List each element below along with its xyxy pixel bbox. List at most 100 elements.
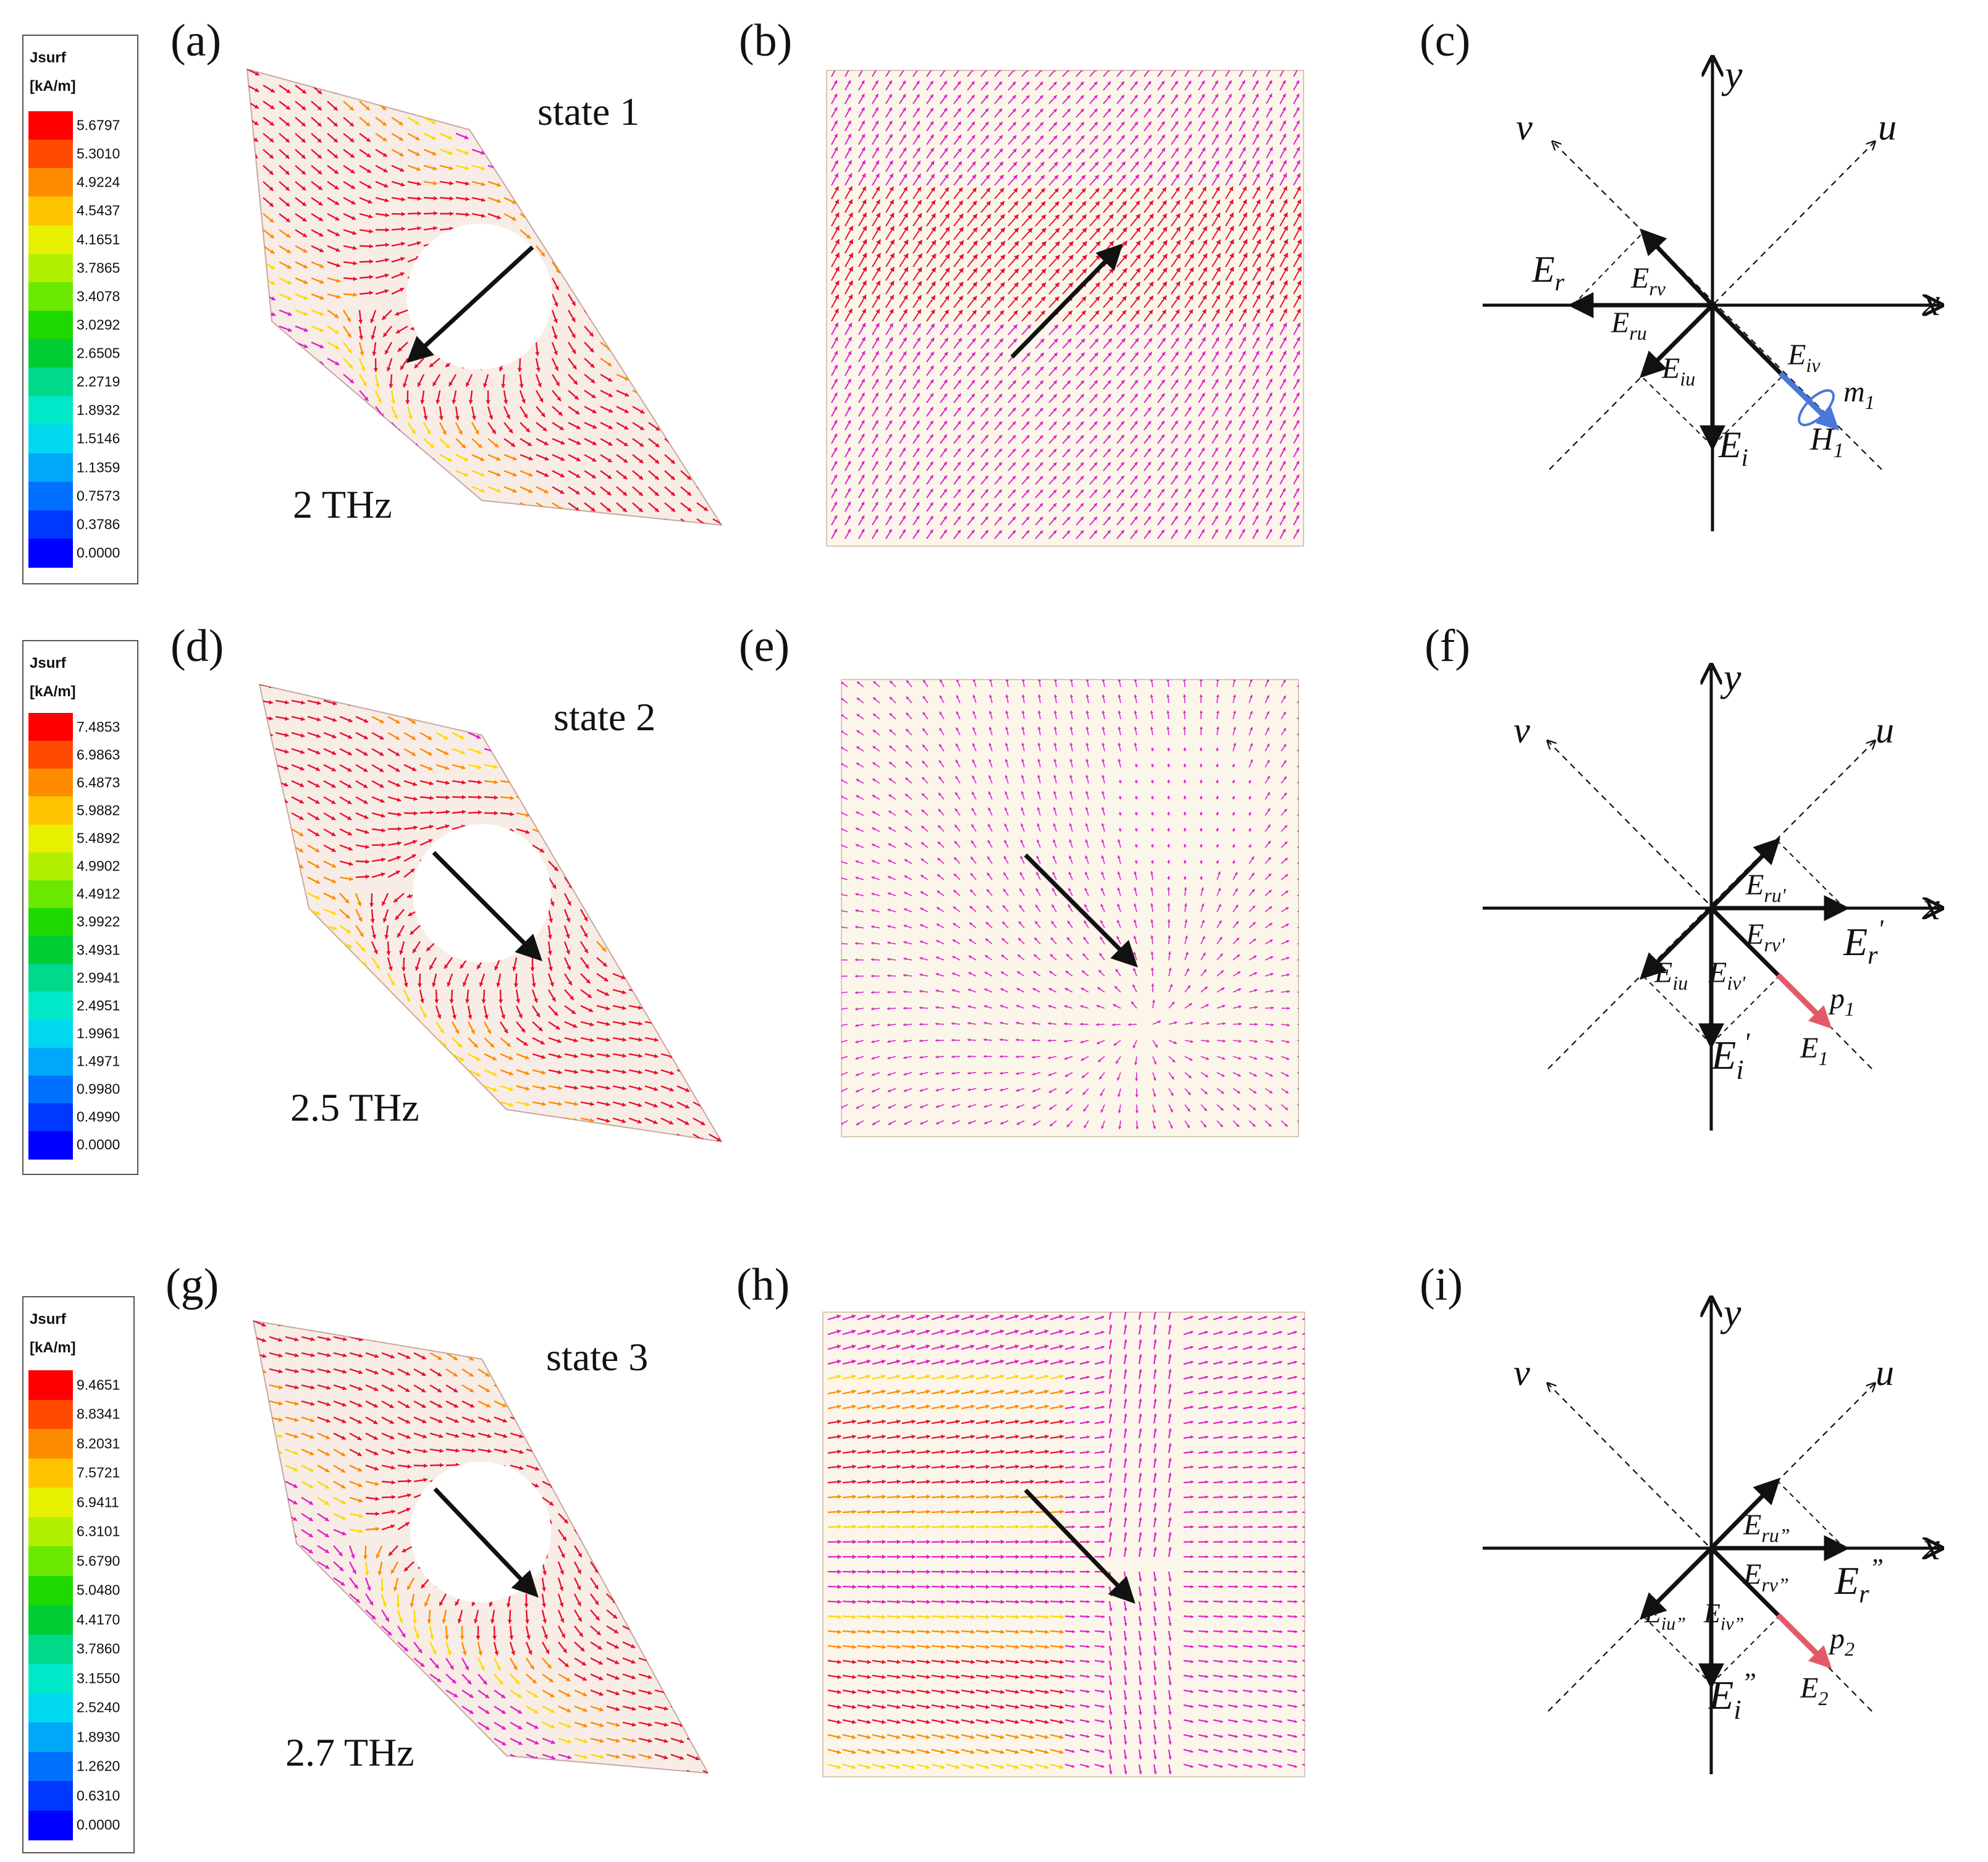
field-arrowhead <box>685 878 690 883</box>
colorbar-block <box>28 1751 73 1782</box>
field-arrow <box>584 518 596 525</box>
field-arrowhead <box>583 1467 588 1472</box>
field-arrowhead <box>350 491 355 495</box>
field-arrowhead <box>287 392 292 397</box>
field-arrowhead <box>434 999 439 1003</box>
field-arrowhead <box>318 394 323 398</box>
field-arrowhead <box>383 332 388 337</box>
field-arrowhead <box>271 343 276 348</box>
field-arrow <box>632 117 644 127</box>
field-arrowhead <box>718 925 722 930</box>
field-arrowhead <box>575 490 580 494</box>
field-arrowhead <box>622 154 627 159</box>
field-arrow <box>664 69 676 78</box>
field-arrowhead <box>673 263 678 268</box>
colorbar-tick-label: 2.5240 <box>77 1699 120 1716</box>
field-arrow <box>259 940 272 948</box>
field-arrowhead <box>485 1356 490 1361</box>
field-arrowhead <box>336 278 341 283</box>
field-arrow <box>375 85 387 95</box>
panel-label-g: (g) <box>166 1260 219 1310</box>
field-arrow <box>263 486 274 496</box>
field-arrowhead <box>380 1022 385 1027</box>
field-arrowhead <box>385 258 389 263</box>
field-arrowhead <box>525 428 530 432</box>
field-arrowhead <box>260 1597 265 1601</box>
field-arrowhead <box>397 933 402 938</box>
field-arrowhead <box>573 380 578 385</box>
field-arrow <box>391 438 403 448</box>
field-arrow <box>568 100 581 108</box>
field-arrowhead <box>268 765 273 770</box>
field-arrow <box>600 277 612 288</box>
field-arrow <box>709 1069 722 1077</box>
field-arrowhead <box>621 765 626 770</box>
field-arrowhead <box>512 488 517 493</box>
field-arrow <box>339 1069 353 1076</box>
field-arrowhead <box>319 248 324 253</box>
field-arrowhead <box>525 829 530 834</box>
field-arrowhead <box>560 440 565 445</box>
field-arrowhead <box>471 415 476 420</box>
field-arrow <box>696 374 709 383</box>
field-arrowhead <box>639 426 644 430</box>
current-map-a <box>246 68 723 526</box>
field-arrow <box>660 876 674 884</box>
field-arrowhead <box>449 999 454 1003</box>
field-arrowhead <box>604 815 609 820</box>
field-arrowhead <box>465 1666 469 1670</box>
field-arrow <box>552 148 565 158</box>
field-arrow <box>686 1448 699 1457</box>
field-arrowhead <box>283 815 288 820</box>
colorbar-block <box>28 368 73 397</box>
field-arrow <box>686 1577 700 1585</box>
field-arrowhead <box>596 1518 601 1523</box>
field-arrowhead <box>395 1072 400 1077</box>
field-arrowhead <box>332 734 337 739</box>
field-arrowhead <box>301 1005 305 1010</box>
field-arrowhead <box>540 1040 545 1045</box>
field-arrowhead <box>550 1386 555 1391</box>
field-arrow <box>311 438 322 448</box>
field-arrow <box>333 1593 347 1600</box>
field-arrowhead <box>255 424 259 429</box>
field-arrowhead <box>447 88 452 93</box>
field-arrow <box>632 181 644 192</box>
field-arrowhead <box>550 1339 555 1344</box>
field-arrowhead <box>679 1435 684 1439</box>
field-arrowhead <box>554 1011 558 1016</box>
colorbar-d: Jsurf [kA/m] 7.4853 6.9863 6.4873 5.9882 5.4… <box>22 640 138 1175</box>
field-arrowhead <box>407 1478 411 1484</box>
field-arrowhead <box>680 1642 684 1647</box>
field-arrow <box>660 1005 675 1009</box>
field-arrowhead <box>705 231 710 236</box>
field-arrowhead <box>623 105 628 109</box>
field-arrowhead <box>439 1463 444 1468</box>
field-arrowhead <box>547 935 552 939</box>
field-arrowhead <box>550 1402 555 1407</box>
field-arrow <box>317 1657 331 1662</box>
field-arrow <box>548 780 562 785</box>
field-arrow <box>253 1641 266 1649</box>
field-arrowhead <box>332 1021 337 1026</box>
field-arrowhead <box>422 1419 427 1423</box>
field-arrowhead <box>662 1549 667 1553</box>
field-arrowhead <box>496 135 501 140</box>
field-arrowhead <box>431 135 436 140</box>
field-arrowhead <box>589 798 594 803</box>
field-arrowhead <box>702 122 707 127</box>
field-arrowhead <box>583 1354 588 1359</box>
field-arrowhead <box>631 1384 636 1390</box>
field-arrowhead <box>678 1485 683 1489</box>
field-arrow <box>612 685 626 688</box>
field-arrow <box>291 1069 305 1074</box>
field-arrowhead <box>333 491 338 496</box>
field-arrowhead <box>557 780 562 785</box>
field-arrow <box>259 1005 273 1010</box>
field-arrow <box>552 245 562 258</box>
field-arrowhead <box>501 1372 506 1376</box>
field-arrow <box>712 309 722 318</box>
colorbar-block <box>28 140 73 169</box>
field-arrowhead <box>267 927 272 932</box>
field-arrowhead <box>712 1354 716 1358</box>
